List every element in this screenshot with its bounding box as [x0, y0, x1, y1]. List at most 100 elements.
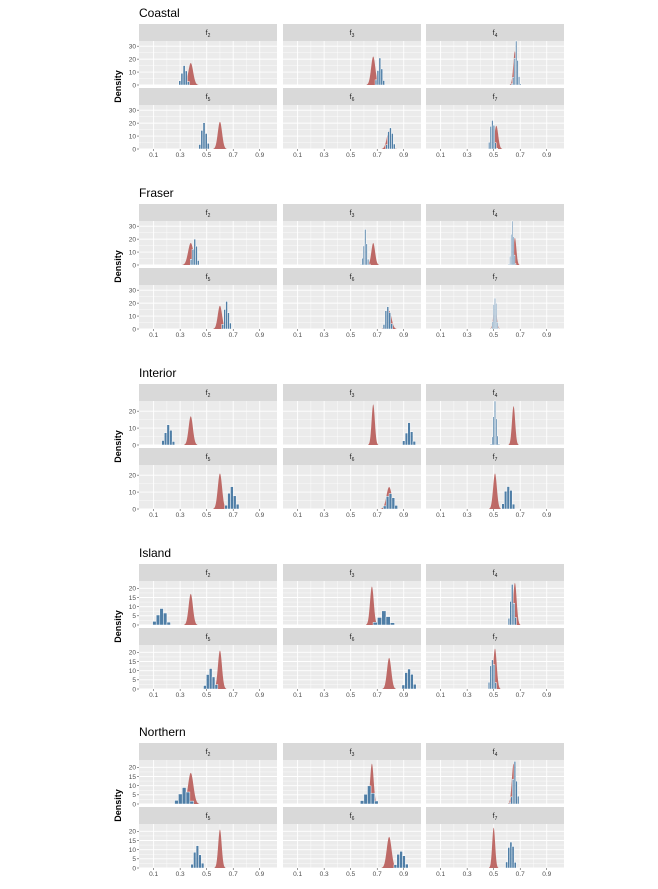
x-tick-label: 0.5: [346, 152, 355, 159]
facet-label: f5: [206, 94, 211, 103]
facet-strip: [426, 743, 564, 760]
histogram-bar: [402, 855, 406, 869]
histogram-bar: [494, 142, 497, 150]
y-tick-label: 0: [132, 82, 136, 89]
facet-label: f2: [206, 390, 211, 399]
x-tick-label: 0.1: [293, 692, 302, 699]
panel-background: [139, 221, 277, 265]
facet-label: f3: [350, 30, 355, 39]
histogram-bar: [233, 495, 237, 510]
histogram-bar: [501, 503, 505, 510]
histogram-bar: [495, 303, 497, 330]
x-tick-label: 0.5: [202, 692, 211, 699]
histogram-bar: [407, 422, 411, 446]
density-curve: [183, 593, 198, 625]
histogram-bar: [200, 130, 204, 150]
panel-background: [426, 221, 564, 265]
histogram-bar: [515, 780, 518, 805]
density-curve: [365, 586, 378, 625]
histogram-bar: [191, 249, 195, 266]
histogram-bar: [489, 665, 492, 690]
panel-background: [283, 401, 421, 445]
histogram-bar: [487, 681, 491, 690]
histogram-bar: [516, 60, 519, 86]
y-tick-label: 20: [129, 408, 137, 415]
facet-strip: [426, 88, 564, 105]
x-tick-label: 0.1: [149, 871, 158, 878]
facet-label: f3: [350, 390, 355, 399]
histogram-bar: [201, 862, 205, 869]
histogram-bar: [377, 617, 382, 626]
facet-label: f3: [350, 570, 355, 579]
histogram-bar: [404, 432, 408, 446]
histogram-bar: [189, 800, 194, 805]
y-tick-label: 10: [129, 668, 137, 675]
facet-label: f3: [350, 749, 355, 758]
facet-strip: [139, 204, 277, 221]
x-tick-label: 0.9: [399, 332, 408, 339]
facet-panel: f7 0.1 0.3 0.5 0.7 0.9: [426, 448, 564, 519]
panel-background: [283, 105, 421, 149]
facet-label: f7: [493, 634, 498, 643]
x-tick-label: 0.9: [542, 332, 551, 339]
histogram-bar: [202, 122, 206, 150]
density-curve: [214, 829, 226, 868]
facet-panel: f5 0 5 10 15 20 0.1 0.3 0.5 0.7 0.9: [129, 628, 277, 699]
panel-background: [283, 581, 421, 625]
region-coastal: Coastal Density f2 0 10 20 30 f3 f4 f5 0 10 20 30 0.1 0…: [113, 6, 564, 159]
density-curve: [489, 827, 499, 868]
histogram-bar: [385, 144, 388, 150]
histogram-bar: [509, 490, 513, 510]
y-tick-label: 0: [132, 262, 136, 269]
y-tick-label: 5: [132, 677, 136, 684]
facet-strip: [283, 24, 421, 41]
facet-label: f6: [350, 274, 355, 283]
density-curve: [489, 473, 501, 509]
histogram-bar: [229, 322, 232, 330]
y-tick-label: 10: [129, 249, 137, 256]
facet-panel: f2 0 5 10 15 20: [129, 743, 277, 808]
facet-label: f7: [493, 274, 498, 283]
histogram-bar: [181, 787, 187, 805]
x-tick-label: 0.3: [463, 871, 472, 878]
y-tick-label: 10: [129, 783, 137, 790]
x-tick-label: 0.5: [489, 152, 498, 159]
histogram-bar: [198, 144, 202, 150]
x-tick-label: 0.9: [542, 871, 551, 878]
facet-panel: f2 0 10 20 30: [129, 204, 277, 269]
histogram-bar: [376, 70, 380, 86]
histogram-bar: [407, 668, 411, 690]
histogram-bar: [394, 505, 398, 510]
histogram-bar: [412, 441, 416, 446]
x-tick-label: 0.7: [373, 692, 382, 699]
histogram-bar: [169, 429, 173, 446]
facet-panel: f7 0.1 0.3 0.5 0.7 0.9: [426, 628, 564, 699]
x-tick-label: 0.9: [255, 332, 264, 339]
y-tick-label: 20: [129, 472, 137, 479]
density-curve: [213, 650, 227, 689]
facet-panel: f4: [426, 743, 564, 805]
histogram-bar: [380, 68, 383, 86]
x-tick-label: 0.5: [489, 332, 498, 339]
y-tick-label: 20: [129, 236, 137, 243]
y-tick-label: 20: [129, 56, 137, 63]
histogram-bar: [390, 622, 395, 626]
histogram-bar: [391, 133, 394, 150]
density-curve: [213, 305, 227, 329]
y-tick-label: 15: [129, 838, 137, 845]
y-tick-label: 0: [132, 801, 136, 808]
histogram-bar: [514, 617, 517, 626]
histogram-bar: [497, 327, 500, 330]
x-tick-label: 0.3: [463, 332, 472, 339]
histogram-bar: [370, 792, 375, 805]
y-tick-label: 10: [129, 313, 137, 320]
facet-label: f5: [206, 454, 211, 463]
histogram-bar: [211, 676, 216, 690]
y-tick-label: 20: [129, 829, 137, 836]
histogram-bar: [382, 80, 385, 86]
region-title: Coastal: [139, 6, 180, 20]
histogram-bar: [367, 785, 372, 805]
histogram-bar: [391, 497, 396, 510]
histogram-bar: [405, 863, 409, 869]
histogram-bar: [193, 238, 196, 266]
